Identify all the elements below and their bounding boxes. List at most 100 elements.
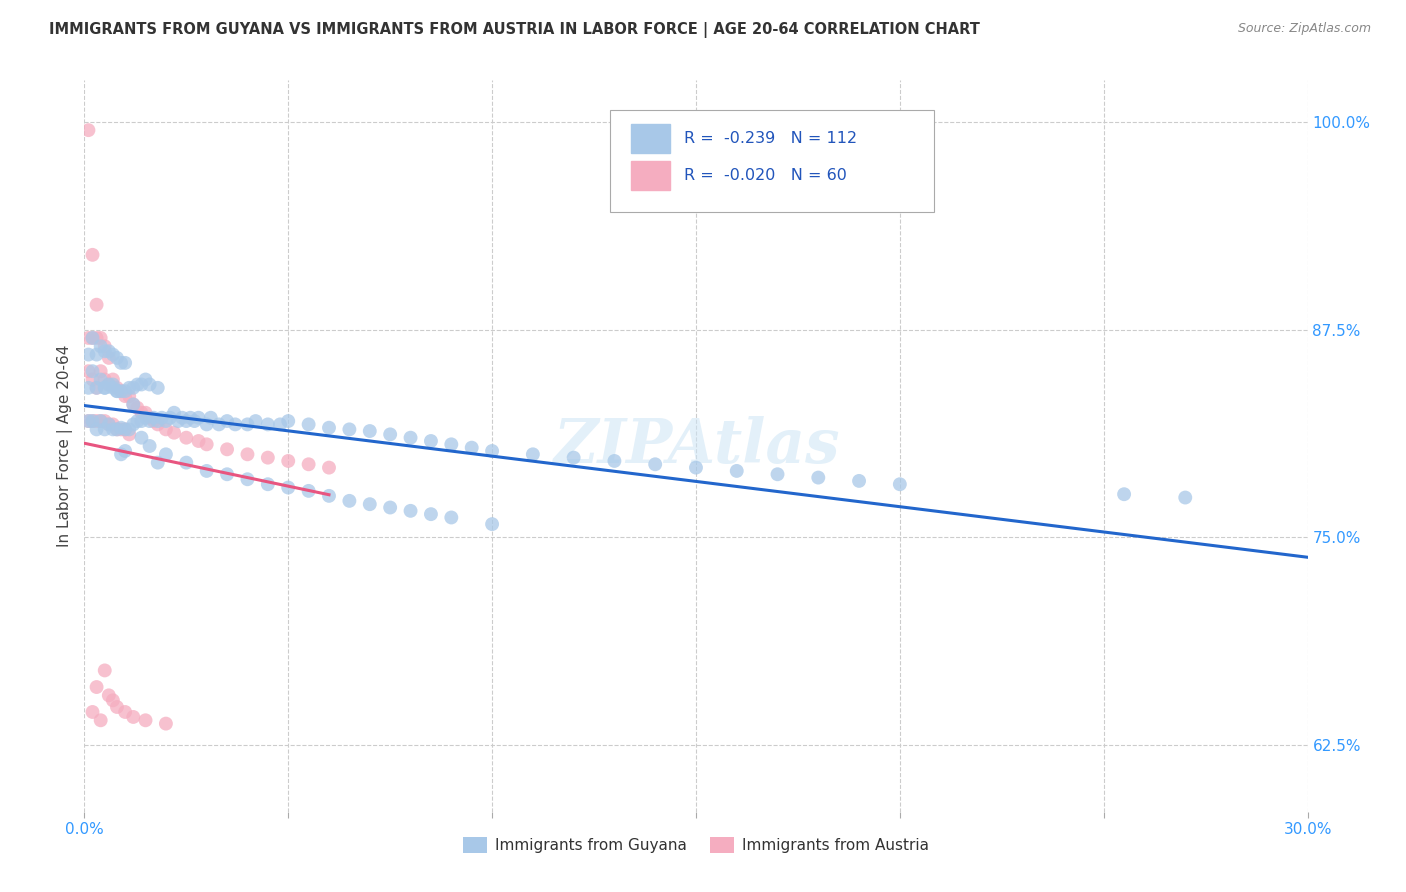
Point [90, 339, 112, 353]
Point [399, 504, 422, 518]
Point [90, 372, 112, 386]
Point [135, 406, 157, 420]
Point [155, 414, 177, 428]
Point [114, 422, 136, 436]
Point [93, 414, 115, 428]
Point [86, 347, 108, 361]
Point [318, 460, 340, 475]
Point [339, 493, 361, 508]
Point [142, 414, 165, 428]
Point [101, 422, 124, 436]
Point [167, 414, 190, 428]
Text: R =  -0.020   N = 60: R = -0.020 N = 60 [683, 168, 846, 183]
Point [217, 414, 239, 428]
Point [105, 422, 128, 436]
Point [127, 414, 149, 428]
Point [236, 472, 259, 486]
Point [725, 464, 748, 478]
Point [562, 450, 585, 465]
Point [1174, 491, 1197, 505]
Bar [631, 161, 671, 190]
Point [122, 397, 145, 411]
Point [269, 417, 291, 432]
Point [440, 437, 463, 451]
Point [131, 414, 153, 428]
Point [110, 384, 132, 398]
Point [82, 705, 104, 719]
Point [138, 414, 160, 428]
Point [90, 331, 112, 345]
Point [135, 410, 157, 425]
Point [93, 381, 115, 395]
Point [110, 421, 132, 435]
Point [114, 384, 136, 398]
Point [142, 410, 165, 425]
Point [77, 331, 100, 345]
Point [420, 434, 443, 448]
Point [77, 364, 100, 378]
Point [224, 417, 246, 432]
Point [848, 474, 870, 488]
Point [122, 417, 145, 432]
Point [77, 414, 100, 428]
Point [889, 477, 911, 491]
Point [105, 384, 128, 398]
Point [101, 377, 124, 392]
Point [339, 422, 361, 436]
Point [82, 372, 104, 386]
Point [481, 517, 503, 532]
Point [118, 427, 141, 442]
Point [174, 456, 197, 470]
Point [257, 477, 280, 491]
Point [93, 344, 115, 359]
Point [359, 424, 381, 438]
Point [217, 467, 239, 482]
Point [298, 417, 321, 432]
Point [318, 421, 340, 435]
Point [93, 381, 115, 395]
Text: ZIPAtlas: ZIPAtlas [553, 416, 839, 476]
Point [138, 410, 160, 425]
Point [277, 481, 299, 495]
Point [86, 680, 108, 694]
Point [93, 664, 115, 678]
Point [101, 347, 124, 361]
Point [114, 705, 136, 719]
Point [236, 417, 259, 432]
Point [86, 381, 108, 395]
Point [77, 414, 100, 428]
Legend: Immigrants from Guyana, Immigrants from Austria: Immigrants from Guyana, Immigrants from … [457, 830, 935, 859]
Point [97, 351, 120, 365]
Point [105, 384, 128, 398]
Point [146, 417, 169, 432]
Point [174, 431, 197, 445]
Point [97, 344, 120, 359]
Text: Source: ZipAtlas.com: Source: ZipAtlas.com [1237, 22, 1371, 36]
Point [277, 454, 299, 468]
Point [93, 372, 115, 386]
Point [77, 381, 100, 395]
Point [82, 248, 104, 262]
Point [110, 447, 132, 461]
Point [146, 456, 169, 470]
Point [82, 414, 104, 428]
Point [86, 298, 108, 312]
Point [90, 364, 112, 378]
Point [163, 425, 186, 440]
Point [146, 414, 169, 428]
Point [163, 406, 186, 420]
Point [131, 431, 153, 445]
Point [105, 381, 128, 395]
Point [644, 457, 666, 471]
Point [105, 351, 128, 365]
Point [110, 422, 132, 436]
Point [90, 713, 112, 727]
Point [174, 414, 197, 428]
Point [155, 716, 177, 731]
Point [118, 422, 141, 436]
Point [135, 372, 157, 386]
Point [603, 454, 626, 468]
Point [114, 389, 136, 403]
Point [131, 406, 153, 420]
Point [195, 464, 218, 478]
